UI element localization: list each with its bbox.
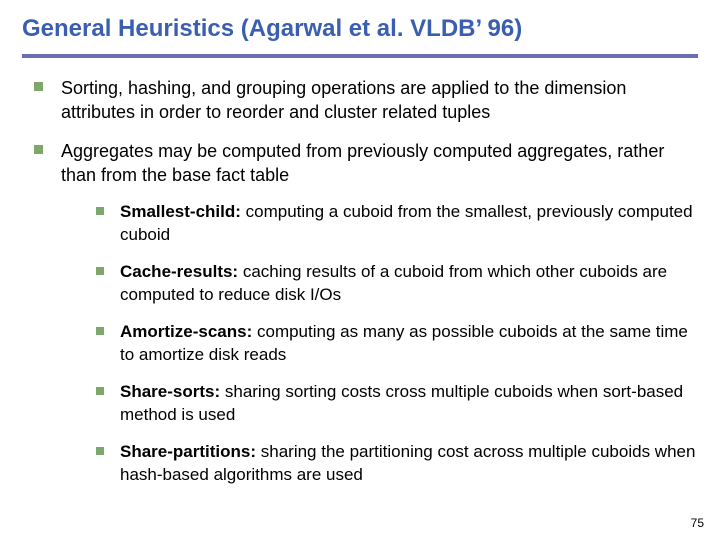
sub-bullet-item: Smallest-child: computing a cuboid from …: [22, 201, 698, 247]
sub-bullet-label: Amortize-scans:: [120, 322, 252, 341]
bullet-text: Sorting, hashing, and grouping operation…: [61, 76, 698, 125]
square-bullet-icon: [96, 387, 104, 395]
title-rule: [22, 54, 698, 58]
bullet-text: Aggregates may be computed from previous…: [61, 139, 698, 188]
bullet-item: Aggregates may be computed from previous…: [22, 139, 698, 188]
square-bullet-icon: [96, 267, 104, 275]
sub-bullet-label: Smallest-child:: [120, 202, 241, 221]
slide-title: General Heuristics (Agarwal et al. VLDB’…: [22, 14, 698, 44]
sub-bullet-text: Amortize-scans: computing as many as pos…: [120, 321, 698, 367]
square-bullet-icon: [96, 447, 104, 455]
sub-bullet-text: Share-partitions: sharing the partitioni…: [120, 441, 698, 487]
slide: General Heuristics (Agarwal et al. VLDB’…: [0, 0, 720, 540]
bullet-item: Sorting, hashing, and grouping operation…: [22, 76, 698, 125]
sub-bullet-item: Amortize-scans: computing as many as pos…: [22, 321, 698, 367]
sub-bullet-text: Smallest-child: computing a cuboid from …: [120, 201, 698, 247]
sub-bullet-item: Share-sorts: sharing sorting costs cross…: [22, 381, 698, 427]
sub-bullet-text: Share-sorts: sharing sorting costs cross…: [120, 381, 698, 427]
square-bullet-icon: [96, 207, 104, 215]
square-bullet-icon: [34, 145, 43, 154]
square-bullet-icon: [96, 327, 104, 335]
sub-bullet-text: Cache-results: caching results of a cubo…: [120, 261, 698, 307]
sub-bullet-label: Share-sorts:: [120, 382, 220, 401]
square-bullet-icon: [34, 82, 43, 91]
sub-bullet-label: Share-partitions:: [120, 442, 256, 461]
page-number: 75: [691, 516, 704, 530]
sub-bullet-item: Share-partitions: sharing the partitioni…: [22, 441, 698, 487]
sub-bullet-label: Cache-results:: [120, 262, 238, 281]
sub-bullet-item: Cache-results: caching results of a cubo…: [22, 261, 698, 307]
